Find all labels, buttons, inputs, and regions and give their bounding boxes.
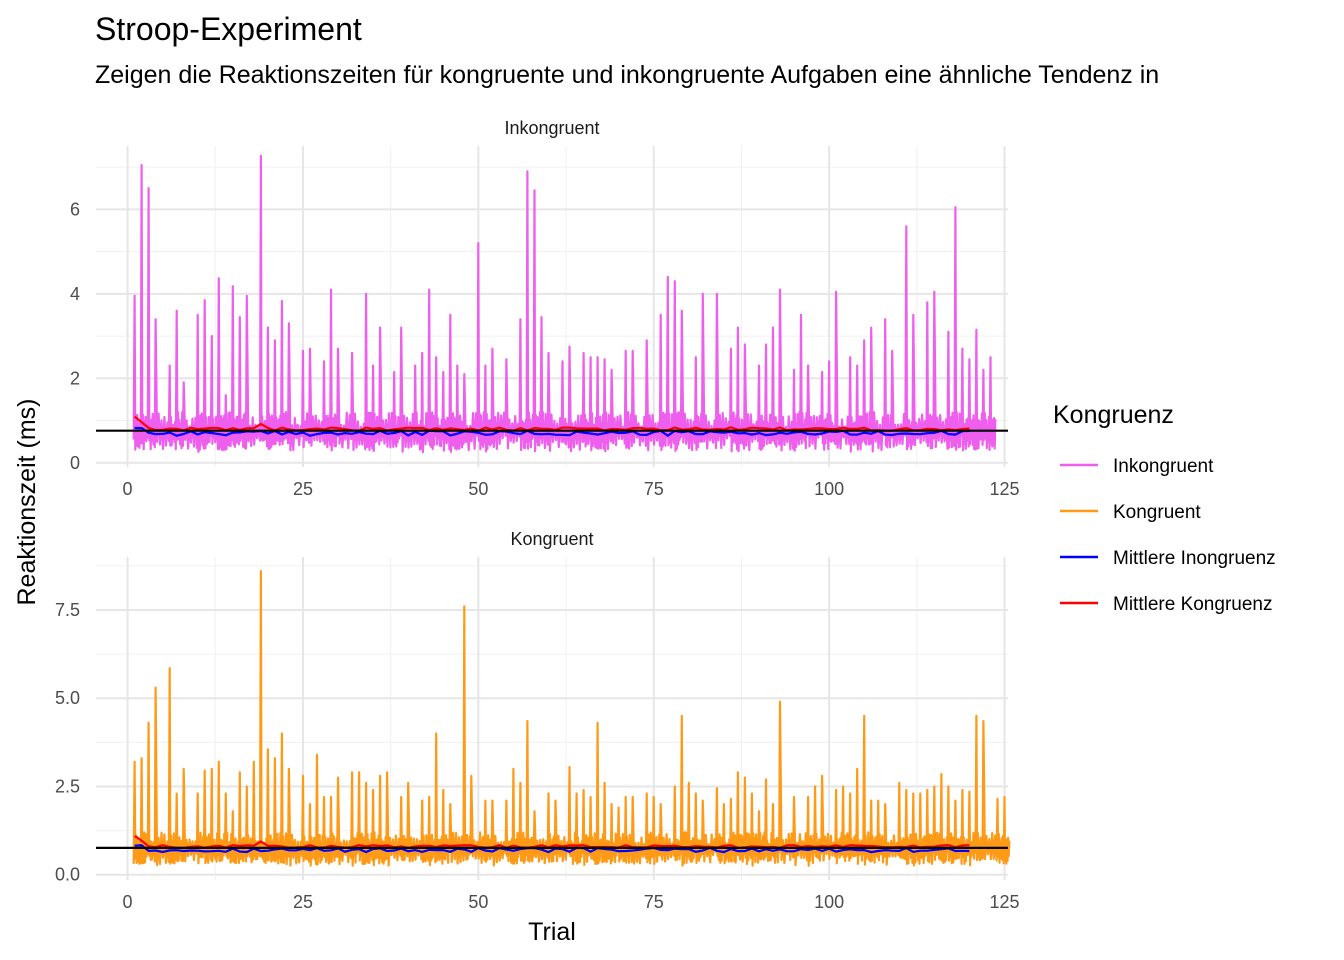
panel-strip-label: Kongruent — [510, 529, 593, 549]
chart-subtitle: Zeigen die Reaktionszeiten für kongruent… — [95, 61, 1159, 89]
y-tick-label: 7.5 — [55, 600, 80, 620]
legend-item-inkongruent: Inkongruent — [1060, 456, 1214, 477]
chart-title: Stroop-Experiment — [95, 11, 362, 47]
legend: Kongruenz Inkongruent Kongruent Mittlere… — [1053, 401, 1276, 615]
panel-strip-label: Inkongruent — [504, 118, 599, 138]
x-tick-label: 100 — [814, 892, 844, 912]
x-tick-label: 125 — [989, 892, 1019, 912]
x-tick-label: 50 — [468, 892, 488, 912]
legend-item-mittlere-kongruenz: Mittlere Kongruenz — [1060, 594, 1272, 615]
x-tick-label: 125 — [989, 479, 1019, 499]
panel-ticks: 0 25 50 75 100 125 0.0 2.5 5.0 7.5 — [55, 600, 1020, 912]
y-axis-label: Reaktionszeit (ms) — [13, 399, 41, 606]
y-tick-label: 0 — [70, 453, 80, 473]
legend-label: Inkongruent — [1113, 456, 1214, 477]
y-tick-label: 2 — [70, 368, 80, 388]
x-tick-label: 75 — [644, 892, 664, 912]
legend-label: Mittlere Inongruenz — [1113, 548, 1276, 569]
panel-kongruent: Kongruent 0 25 50 75 100 125 0.0 2.5 5.0 7.5 — [55, 529, 1020, 912]
x-tick-label: 25 — [293, 892, 313, 912]
legend-item-mittlere-inongruenz: Mittlere Inongruenz — [1060, 548, 1276, 569]
x-tick-label: 50 — [468, 479, 488, 499]
x-tick-label: 0 — [123, 479, 133, 499]
y-tick-label: 5.0 — [55, 688, 80, 708]
legend-label: Kongruent — [1113, 502, 1201, 523]
series-line-kongruent — [132, 570, 1011, 867]
series-line-inkongruent — [132, 154, 997, 454]
mean-line-incongruent — [134, 844, 970, 854]
legend-item-kongruent: Kongruent — [1060, 502, 1201, 523]
x-tick-label: 100 — [814, 479, 844, 499]
panel-marks — [96, 154, 1008, 454]
panel-marks — [96, 570, 1011, 867]
x-tick-label: 0 — [123, 892, 133, 912]
y-tick-label: 6 — [70, 199, 80, 219]
x-tick-label: 75 — [644, 479, 664, 499]
mean-line-congruent — [133, 835, 970, 850]
legend-label: Mittlere Kongruenz — [1113, 594, 1272, 615]
panel-ticks: 0 25 50 75 100 125 0 2 4 6 — [70, 199, 1020, 499]
y-tick-label: 4 — [70, 284, 80, 304]
x-axis-label: Trial — [528, 918, 576, 946]
legend-title: Kongruenz — [1053, 401, 1174, 429]
y-tick-label: 2.5 — [55, 776, 80, 796]
panel-inkongruent: Inkongruent 0 25 50 75 100 125 0 2 4 6 — [70, 118, 1020, 499]
x-tick-label: 25 — [293, 479, 313, 499]
y-tick-label: 0.0 — [55, 865, 80, 885]
